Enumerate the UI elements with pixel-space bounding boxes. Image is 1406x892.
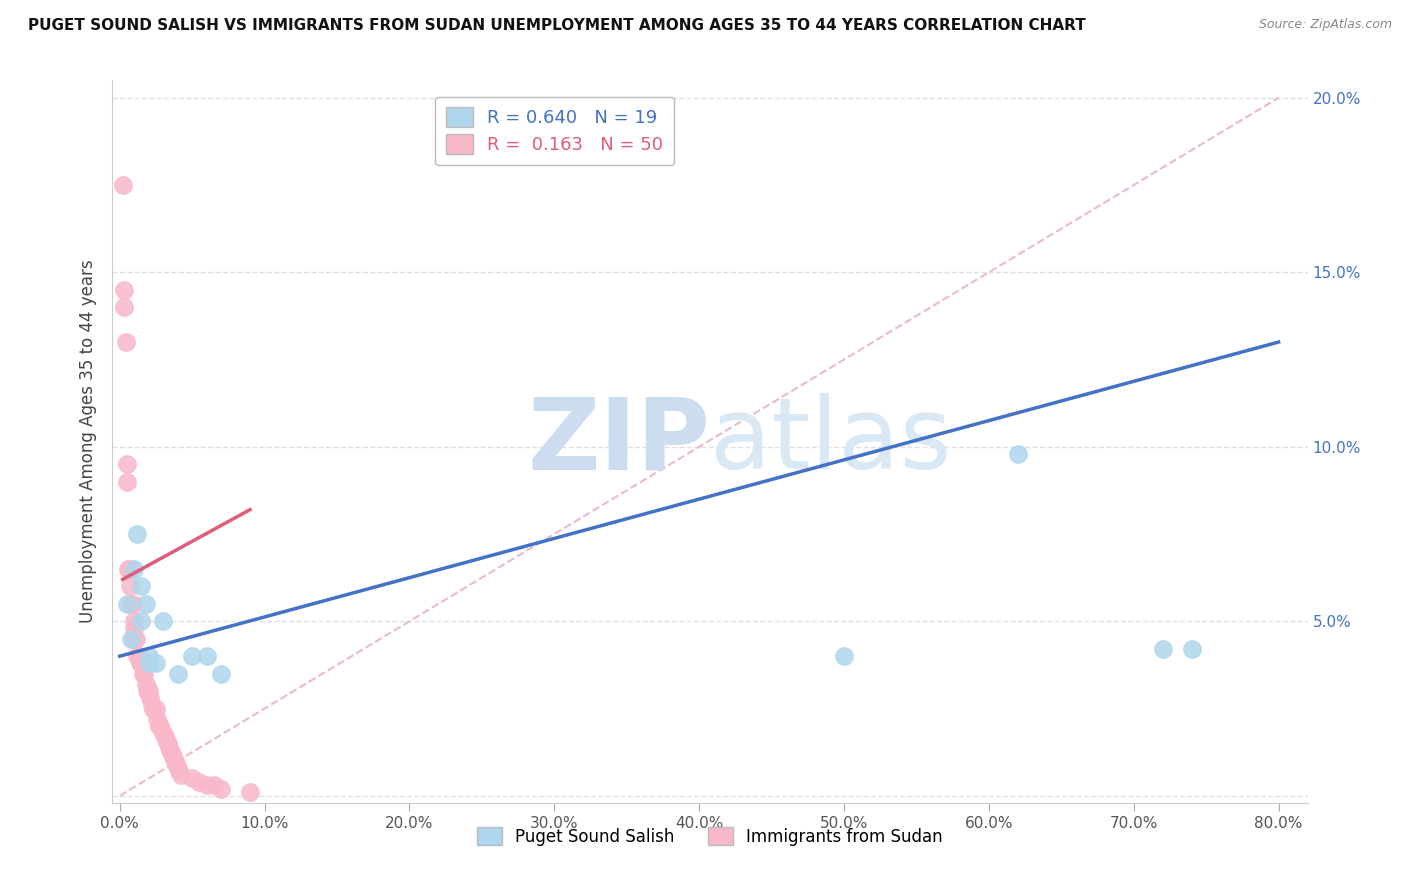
Point	[148, 719, 170, 733]
Point	[160, 747, 183, 761]
Point	[115, 597, 138, 611]
Point	[124, 632, 146, 646]
Point	[162, 750, 184, 764]
Point	[122, 632, 145, 646]
Point	[146, 712, 169, 726]
Point	[122, 615, 145, 629]
Point	[134, 666, 156, 681]
Legend: Puget Sound Salish, Immigrants from Sudan: Puget Sound Salish, Immigrants from Suda…	[471, 821, 949, 852]
Point	[139, 691, 162, 706]
Text: ZIP: ZIP	[527, 393, 710, 490]
Point	[121, 597, 143, 611]
Point	[132, 666, 155, 681]
Point	[128, 649, 150, 664]
Point	[159, 743, 181, 757]
Point	[145, 656, 167, 670]
Point	[114, 334, 136, 349]
Point	[118, 562, 141, 576]
Point	[141, 698, 163, 712]
Point	[131, 579, 153, 593]
Point	[129, 656, 152, 670]
Point	[135, 677, 157, 691]
Point	[156, 736, 179, 750]
Point	[195, 778, 218, 792]
Point	[239, 785, 262, 799]
Point	[195, 649, 218, 664]
Point	[112, 300, 135, 314]
Point	[117, 562, 139, 576]
Point	[115, 457, 138, 471]
Point	[127, 527, 149, 541]
Text: PUGET SOUND SALISH VS IMMIGRANTS FROM SUDAN UNEMPLOYMENT AMONG AGES 35 TO 44 YEA: PUGET SOUND SALISH VS IMMIGRANTS FROM SU…	[28, 18, 1085, 33]
Point	[209, 781, 232, 796]
Point	[166, 666, 188, 681]
Point	[120, 632, 142, 646]
Point	[152, 615, 174, 629]
Point	[115, 475, 138, 489]
Point	[1152, 642, 1174, 657]
Point	[131, 656, 153, 670]
Text: atlas: atlas	[710, 393, 952, 490]
Text: Source: ZipAtlas.com: Source: ZipAtlas.com	[1258, 18, 1392, 31]
Point	[181, 649, 204, 664]
Point	[152, 726, 174, 740]
Point	[142, 701, 165, 715]
Point	[131, 615, 153, 629]
Point	[111, 178, 134, 192]
Point	[149, 719, 172, 733]
Point	[1007, 447, 1029, 461]
Point	[122, 562, 145, 576]
Point	[118, 579, 141, 593]
Point	[163, 754, 186, 768]
Point	[1181, 642, 1204, 657]
Point	[157, 739, 180, 754]
Point	[153, 730, 176, 744]
Point	[155, 733, 177, 747]
Point	[127, 649, 149, 664]
Y-axis label: Unemployment Among Ages 35 to 44 years: Unemployment Among Ages 35 to 44 years	[79, 260, 97, 624]
Point	[120, 597, 142, 611]
Point	[166, 761, 188, 775]
Point	[138, 656, 160, 670]
Point	[165, 757, 187, 772]
Point	[188, 775, 211, 789]
Point	[832, 649, 855, 664]
Point	[145, 701, 167, 715]
Point	[112, 283, 135, 297]
Point	[202, 778, 225, 792]
Point	[136, 684, 159, 698]
Point	[138, 684, 160, 698]
Point	[135, 597, 157, 611]
Point	[138, 649, 160, 664]
Point	[181, 772, 204, 786]
Point	[167, 764, 190, 779]
Point	[169, 768, 191, 782]
Point	[209, 666, 232, 681]
Point	[122, 621, 145, 635]
